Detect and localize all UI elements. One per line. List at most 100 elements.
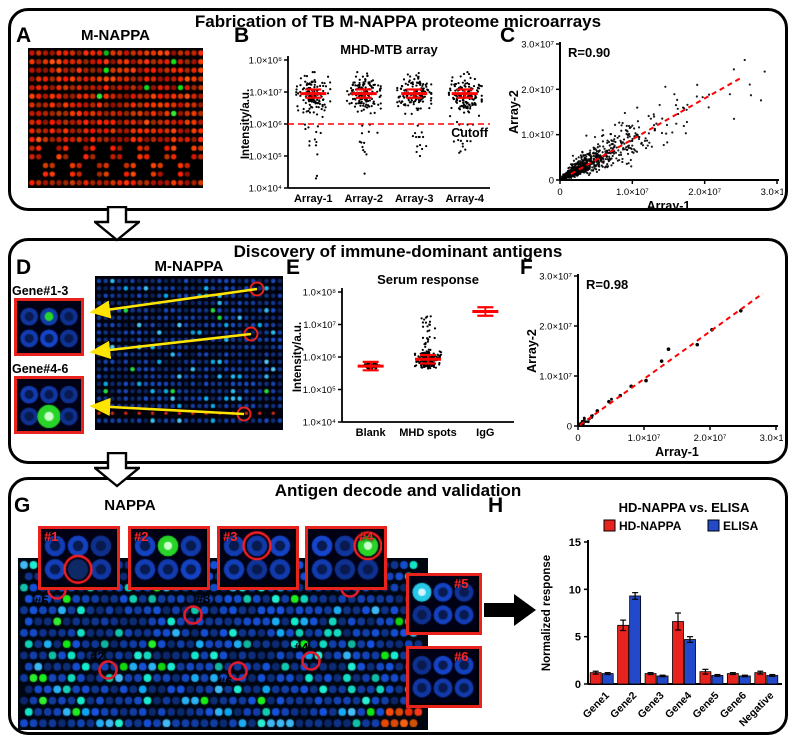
data-point (576, 168, 579, 171)
data-point (480, 100, 483, 103)
data-point (578, 162, 582, 166)
data-point (605, 149, 609, 152)
data-point (610, 139, 613, 142)
data-point (695, 342, 700, 347)
data-point (433, 327, 437, 330)
bar-elisa (684, 639, 696, 685)
data-point (302, 111, 305, 114)
gene-4-6-inset (14, 376, 84, 434)
data-point (469, 105, 472, 108)
data-point (364, 78, 367, 82)
data-point (362, 108, 365, 111)
data-point (428, 323, 431, 326)
data-point (314, 102, 317, 105)
x-tick-label: 1.0×10⁷ (628, 433, 661, 444)
data-point (299, 84, 302, 87)
data-point (622, 147, 625, 150)
data-point (597, 143, 600, 146)
data-point (357, 102, 360, 105)
data-point (406, 73, 409, 76)
spot-ring (301, 651, 321, 671)
data-point (425, 144, 428, 148)
data-point (363, 172, 366, 175)
data-point (313, 138, 316, 141)
data-point (365, 72, 369, 75)
data-point (612, 162, 615, 165)
data-point (599, 159, 602, 162)
data-point (370, 86, 374, 89)
data-point (367, 130, 370, 133)
data-point (428, 91, 431, 94)
data-point (598, 155, 601, 158)
x-tick-label: 2.0×10⁷ (694, 433, 727, 444)
data-point (598, 168, 601, 172)
y-tick-label: 1.0×10⁷ (521, 130, 554, 141)
data-point (644, 147, 648, 150)
data-point (605, 151, 609, 154)
data-point (315, 174, 319, 177)
data-point (308, 107, 311, 110)
data-point (323, 109, 326, 112)
y-tick-label: 1.0×10⁸ (303, 288, 336, 299)
data-point (585, 168, 588, 171)
data-point (635, 150, 639, 153)
data-point (469, 76, 472, 80)
data-point (452, 140, 456, 143)
data-point (311, 71, 314, 74)
data-point (365, 153, 368, 156)
data-point (707, 93, 711, 96)
data-point (572, 173, 576, 177)
data-point (422, 82, 425, 86)
data-point (626, 152, 630, 155)
data-point (640, 141, 643, 144)
data-point (602, 133, 605, 137)
data-point (612, 152, 615, 155)
data-point (424, 352, 427, 355)
data-point (426, 340, 430, 343)
data-point (591, 414, 594, 417)
inset-number-label: #2 (134, 529, 149, 544)
data-point (620, 129, 623, 132)
data-point (673, 93, 676, 96)
data-point (360, 109, 363, 112)
data-point (763, 70, 766, 73)
data-point (630, 147, 633, 151)
y-tick-label: 1.0×10⁶ (303, 353, 336, 364)
data-point (570, 164, 574, 167)
data-point (408, 101, 412, 104)
data-point (591, 166, 594, 169)
data-point (425, 85, 428, 88)
data-point (631, 150, 634, 154)
data-point (621, 157, 624, 161)
data-point (430, 83, 433, 86)
yellow-arrow-icon (89, 287, 258, 319)
data-point (613, 144, 616, 147)
legend-swatch-elisa (707, 519, 720, 532)
data-point (627, 124, 631, 128)
data-point (408, 79, 411, 82)
yellow-arrow-icon (89, 397, 245, 417)
data-point (414, 98, 417, 101)
data-point (566, 175, 569, 178)
data-point (411, 134, 415, 138)
data-point (347, 93, 350, 96)
data-point (652, 115, 656, 118)
data-point (732, 117, 736, 120)
section-title-discovery: Discovery of immune-dominant antigens (233, 242, 563, 261)
x-tick-label: 0 (557, 187, 562, 198)
data-point (412, 103, 415, 106)
data-point (600, 164, 603, 167)
data-point (464, 148, 467, 151)
legend-swatch-hd-nappa (603, 519, 616, 532)
gene-1-3-inset-image (17, 301, 81, 353)
data-point (308, 82, 311, 85)
data-point (608, 155, 611, 158)
data-point (695, 95, 698, 98)
data-point (478, 84, 482, 87)
data-point (480, 94, 483, 97)
y-tick-label: 3.0×10⁷ (521, 40, 554, 51)
spot-ring (98, 660, 118, 680)
y-tick-label: 2.0×10⁷ (521, 85, 554, 96)
data-point (573, 168, 576, 171)
data-point (582, 154, 586, 157)
